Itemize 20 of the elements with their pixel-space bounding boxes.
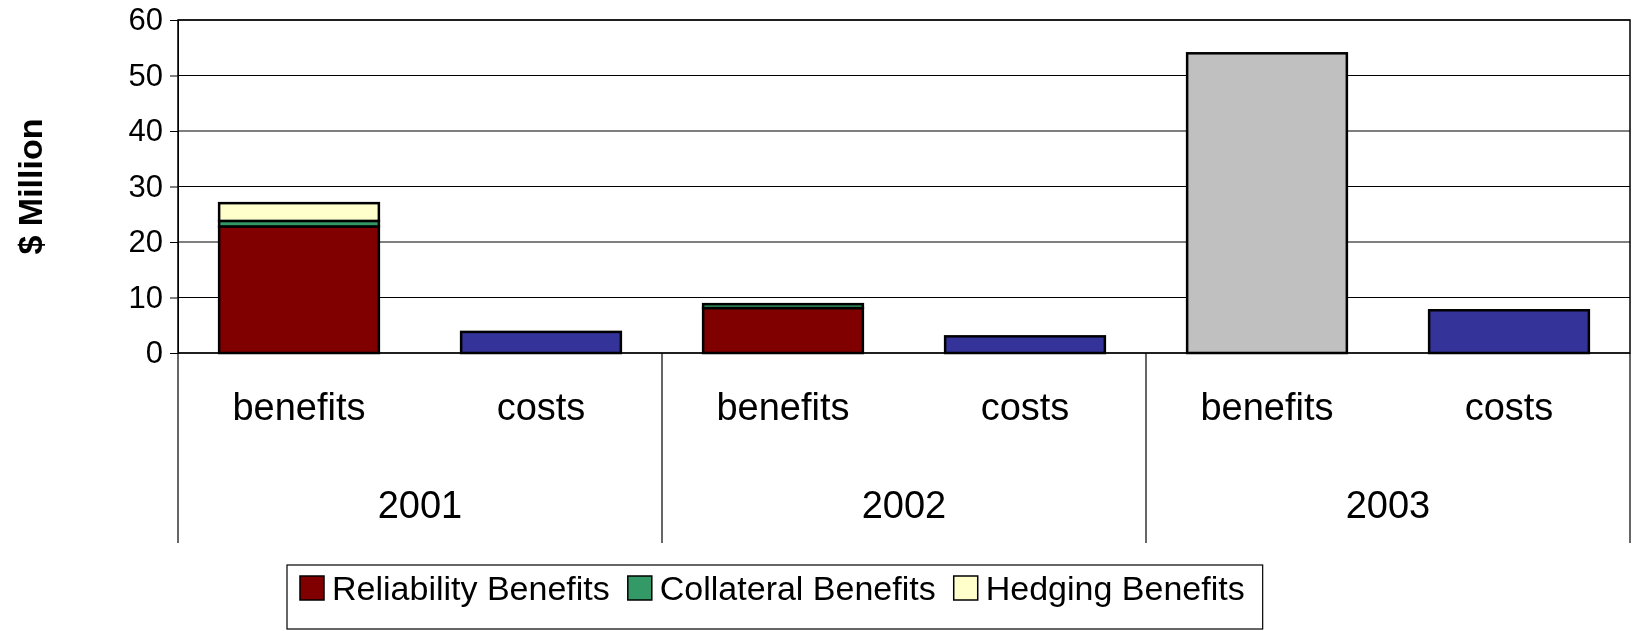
legend-label: Hedging Benefits <box>985 569 1245 607</box>
text: 2002 <box>861 484 947 526</box>
x-tick-label: benefits <box>1200 386 1334 428</box>
x-tick-label: benefits <box>716 386 850 428</box>
y-tick-label: 30 <box>128 168 163 204</box>
x-tick-label: costs <box>980 386 1070 428</box>
y-tick-label: 20 <box>128 224 163 260</box>
text: 2001 <box>377 484 463 526</box>
y-tick-label: 0 <box>145 335 163 371</box>
x-tick-label: costs <box>496 386 586 428</box>
y-tick-label: 60 <box>128 2 163 38</box>
y-tick-label: 10 <box>128 279 163 315</box>
x-tick-label: benefits <box>232 386 366 428</box>
legend-label: Reliability Benefits <box>332 569 610 607</box>
y-tick-label: 50 <box>128 57 163 93</box>
legend-label: Collateral Benefits <box>659 569 936 607</box>
y-tick-label: 40 <box>128 113 163 149</box>
text: 2003 <box>1345 484 1431 526</box>
y-axis-title: $ Million <box>11 118 49 255</box>
x-tick-label: costs <box>1464 386 1554 428</box>
